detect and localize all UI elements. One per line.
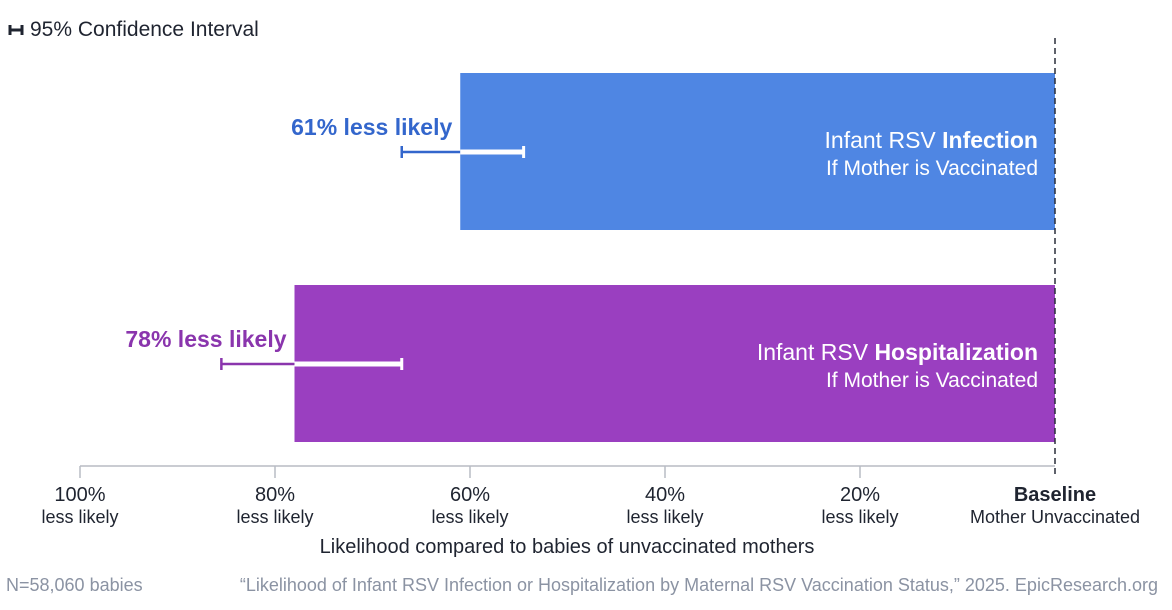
x-tick-label: 100% <box>54 484 105 506</box>
x-tick-sublabel: less likely <box>236 507 313 527</box>
x-tick-sublabel: less likely <box>431 507 508 527</box>
x-tick-sublabel: less likely <box>821 507 898 527</box>
bar-1 <box>460 73 1055 230</box>
x-tick-label: 40% <box>645 484 685 506</box>
ci-line-inside <box>460 149 524 155</box>
bar-2 <box>294 285 1055 442</box>
x-tick-sublabel: Mother Unvaccinated <box>970 507 1140 527</box>
bar-label-bold: Infection <box>942 127 1038 153</box>
ci-line-inside <box>294 361 402 367</box>
x-tick-label: 20% <box>840 484 880 506</box>
x-axis-title: Likelihood compared to babies of unvacci… <box>320 536 815 558</box>
sample-size-note: N=58,060 babies <box>6 575 143 595</box>
legend: 95% Confidence Interval <box>8 18 259 42</box>
bar-label-bold: Hospitalization <box>874 339 1038 365</box>
x-tick-label: 80% <box>255 484 295 506</box>
x-tick-sublabel: less likely <box>626 507 703 527</box>
value-label: 78% less likely <box>125 326 286 352</box>
x-tick-label: Baseline <box>1014 484 1096 506</box>
bar-label-subtitle: If Mother is Vaccinated <box>826 157 1038 180</box>
bar-label-title: Infant RSV Infection <box>825 127 1038 153</box>
x-tick-label: 60% <box>450 484 490 506</box>
legend-label: 95% Confidence Interval <box>30 18 259 41</box>
ci-bracket-icon <box>8 25 24 35</box>
bar-label-prefix: Infant RSV <box>825 127 943 153</box>
bar-label-title: Infant RSV Hospitalization <box>757 339 1038 365</box>
bar-label-subtitle: If Mother is Vaccinated <box>826 369 1038 392</box>
bar-label-prefix: Infant RSV <box>757 339 875 365</box>
value-label: 61% less likely <box>291 114 452 140</box>
source-citation: “Likelihood of Infant RSV Infection or H… <box>239 575 1158 595</box>
x-tick-sublabel: less likely <box>41 507 118 527</box>
